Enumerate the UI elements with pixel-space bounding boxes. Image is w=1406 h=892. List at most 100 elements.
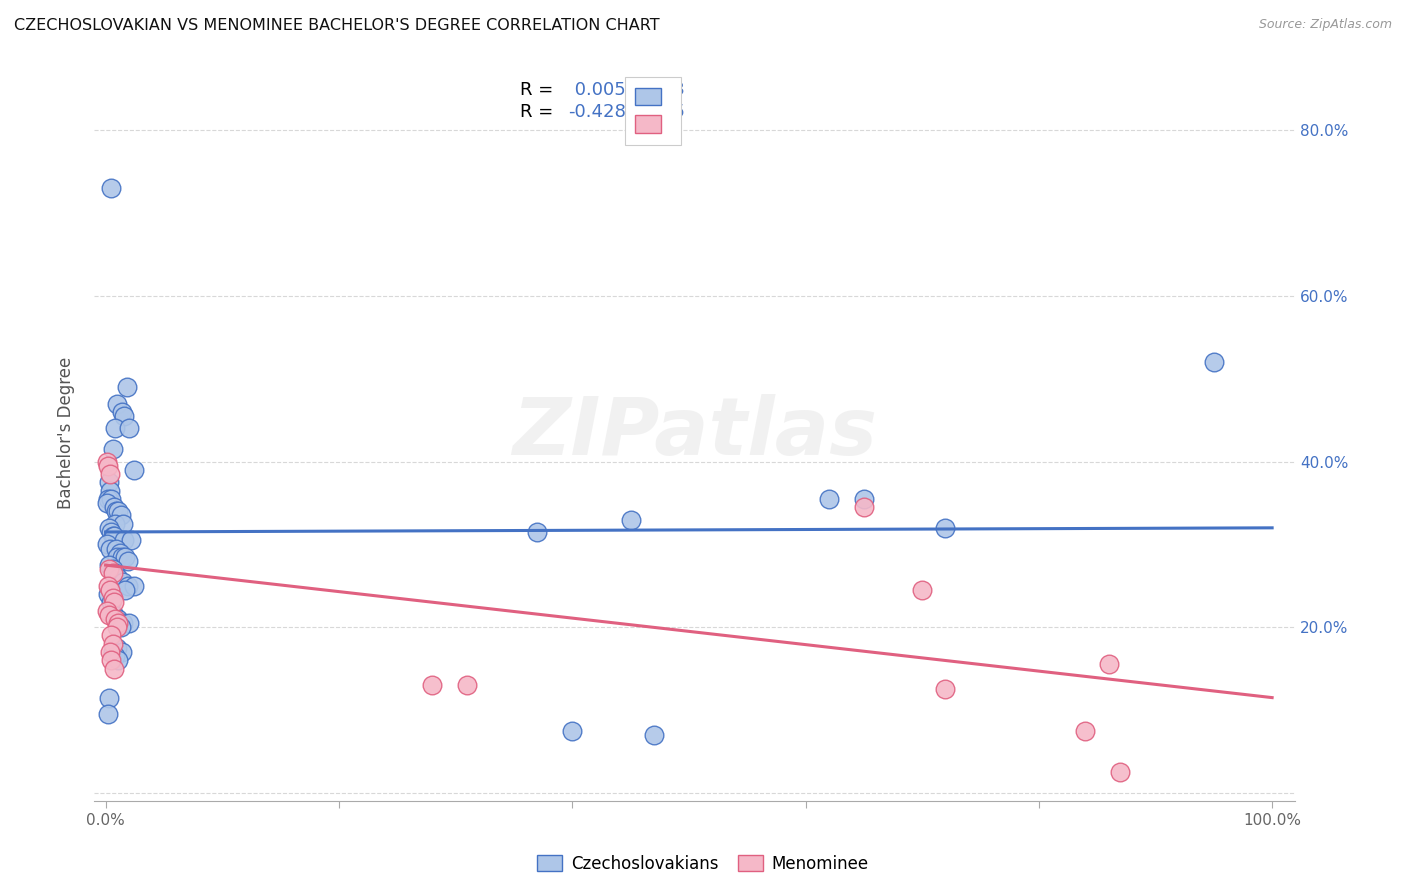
Point [96,454,118,468]
Point [114,582,136,597]
Point [97,579,120,593]
Point [104,566,127,581]
Point [100,524,122,539]
Point [118,616,141,631]
Point [122,579,145,593]
Text: 0.005: 0.005 [568,81,626,99]
Point [98,645,121,659]
Point [100,181,122,195]
Point [98,558,121,573]
Point [98,475,121,490]
Point [101,442,124,457]
Text: N =: N = [617,81,668,99]
Point [111,405,134,419]
Point [105,504,128,518]
Point [818,491,841,506]
Point [112,409,135,423]
Point [112,616,135,631]
Point [97,707,120,722]
Text: R =: R = [520,103,560,121]
Point [107,612,129,626]
Point [117,554,139,568]
Point [105,549,128,564]
Point [98,562,121,576]
Point [107,616,129,631]
Point [1202,355,1225,369]
Point [456,678,478,692]
Point [96,537,118,551]
Point [98,521,121,535]
Point [112,516,135,531]
Point [105,620,128,634]
Point [911,582,934,597]
Point [117,579,139,593]
Point [107,504,129,518]
Text: CZECHOSLOVAKIAN VS MENOMINEE BACHELOR'S DEGREE CORRELATION CHART: CZECHOSLOVAKIAN VS MENOMINEE BACHELOR'S … [14,18,659,33]
Point [111,549,134,564]
Point [100,653,122,667]
Point [120,533,142,548]
Point [96,604,118,618]
Point [934,521,956,535]
Point [101,637,124,651]
Point [104,612,127,626]
Point [118,421,141,435]
Point [852,500,875,515]
Point [103,595,125,609]
Point [619,512,641,526]
Point [108,546,131,560]
Point [107,570,129,584]
Point [934,682,956,697]
Point [112,533,135,548]
Point [103,529,125,543]
Point [110,620,132,634]
Point [104,649,127,664]
Point [96,496,118,510]
Y-axis label: Bachelor's Degree: Bachelor's Degree [58,357,75,508]
Point [105,640,128,655]
Point [105,541,128,556]
Text: ZIPatlas: ZIPatlas [512,393,877,472]
Text: -0.428: -0.428 [568,103,627,121]
Point [101,566,124,581]
Point [98,483,121,498]
Point [852,491,875,506]
Point [98,467,121,481]
Text: Source: ZipAtlas.com: Source: ZipAtlas.com [1258,18,1392,31]
Point [104,516,127,531]
Point [1109,765,1132,780]
Point [100,628,122,642]
Point [114,549,136,564]
Point [1098,657,1121,672]
Point [100,491,122,506]
Point [103,662,125,676]
Point [103,607,125,622]
Text: N =: N = [617,103,668,121]
Point [101,591,124,606]
Point [115,380,138,394]
Point [101,529,124,543]
Point [105,396,128,410]
Point [97,587,120,601]
Text: R =: R = [520,81,560,99]
Point [104,421,127,435]
Legend: Czechoslovakians, Menominee: Czechoslovakians, Menominee [530,848,876,880]
Point [98,582,121,597]
Point [111,645,134,659]
Point [526,524,548,539]
Point [110,508,132,523]
Point [97,458,120,473]
Point [107,653,129,667]
Point [98,690,121,705]
Point [103,500,125,515]
Point [98,607,121,622]
Point [420,678,443,692]
Point [98,541,121,556]
Point [1074,723,1097,738]
Point [101,645,124,659]
Point [643,728,665,742]
Point [97,491,120,506]
Text: 25: 25 [662,103,685,121]
Point [101,562,124,576]
Point [561,723,583,738]
